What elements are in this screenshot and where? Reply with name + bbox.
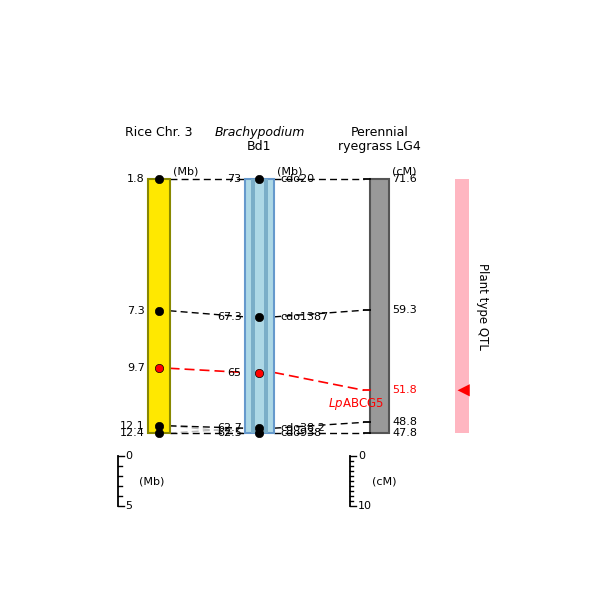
Text: Perennial: Perennial [350, 126, 409, 139]
Text: 71.6: 71.6 [392, 174, 417, 184]
Text: (cM): (cM) [392, 167, 416, 177]
Bar [264, 179, 268, 433]
Bar [251, 179, 255, 433]
Text: 47.8: 47.8 [392, 428, 417, 438]
Text: (Mb): (Mb) [139, 476, 164, 486]
Text: 7.3: 7.3 [127, 305, 145, 316]
Text: Rice Chr. 3: Rice Chr. 3 [125, 126, 193, 139]
Text: Plant type QTL: Plant type QTL [476, 262, 490, 349]
Text: (Mb): (Mb) [173, 167, 198, 177]
Text: cdo938: cdo938 [280, 428, 322, 438]
Text: 0: 0 [125, 451, 133, 461]
Text: 73: 73 [227, 174, 242, 184]
Text: ryegrass LG4: ryegrass LG4 [338, 140, 421, 153]
Text: 0: 0 [358, 451, 365, 461]
Text: 51.8: 51.8 [392, 385, 417, 395]
Text: Bd1: Bd1 [247, 140, 272, 153]
Bar [245, 179, 274, 433]
Text: 62.7: 62.7 [217, 423, 242, 433]
Bar [370, 179, 389, 433]
Text: (cM): (cM) [372, 476, 397, 486]
Text: 67.3: 67.3 [217, 312, 242, 322]
Text: 48.8: 48.8 [392, 418, 417, 427]
Text: 5: 5 [125, 501, 133, 511]
Text: 59.3: 59.3 [392, 305, 417, 315]
Text: Brachypodium: Brachypodium [214, 126, 305, 139]
Text: 9.7: 9.7 [127, 363, 145, 373]
Text: cdo38.2: cdo38.2 [280, 423, 325, 433]
Text: cdo20: cdo20 [280, 174, 314, 184]
Text: 1.8: 1.8 [127, 174, 145, 184]
Text: $\it{Lp}$ABCG5: $\it{Lp}$ABCG5 [328, 397, 383, 413]
Text: cdo1387: cdo1387 [280, 312, 329, 322]
Text: 62.5: 62.5 [217, 428, 242, 438]
Text: 10: 10 [358, 501, 372, 511]
Text: 12.4: 12.4 [120, 428, 145, 438]
Text: (Mb): (Mb) [277, 167, 302, 177]
Text: 12.1: 12.1 [120, 421, 145, 431]
Bar [455, 179, 469, 433]
Text: 65: 65 [227, 368, 242, 377]
Bar [148, 179, 170, 433]
